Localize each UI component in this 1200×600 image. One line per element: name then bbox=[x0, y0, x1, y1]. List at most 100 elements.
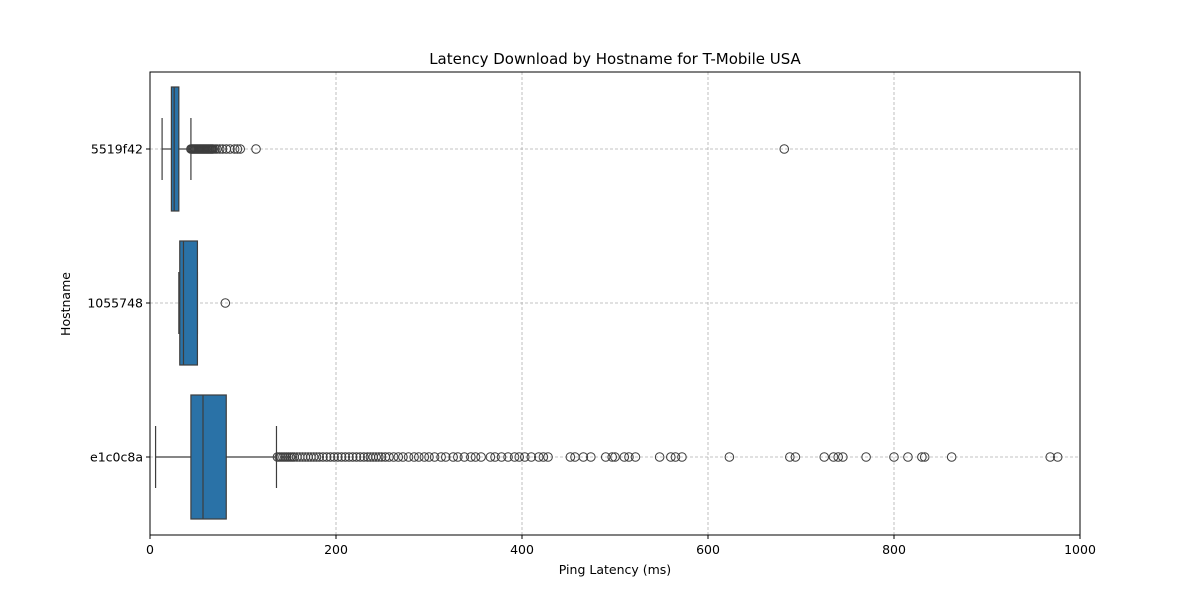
x-tick-label: 800 bbox=[882, 542, 906, 557]
outlier-point bbox=[946, 452, 957, 462]
outlier-point bbox=[586, 452, 596, 462]
y-tick-label: 1055748 bbox=[87, 296, 143, 311]
box-iqr bbox=[190, 394, 227, 520]
outlier-point bbox=[670, 452, 681, 462]
outlier-point bbox=[503, 452, 513, 462]
outlier-point bbox=[666, 452, 676, 462]
outlier-point bbox=[607, 452, 618, 462]
outlier-point bbox=[496, 452, 507, 462]
outlier-point bbox=[225, 144, 235, 154]
outlier-point bbox=[509, 452, 520, 462]
outlier-point bbox=[212, 144, 222, 154]
outlier-point bbox=[359, 452, 369, 462]
x-tick-label: 1000 bbox=[1064, 542, 1096, 557]
box-plots bbox=[154, 86, 1063, 520]
outlier-point bbox=[429, 452, 440, 462]
outlier-point bbox=[413, 452, 424, 462]
outlier-point bbox=[351, 452, 362, 462]
outlier-point bbox=[314, 452, 325, 462]
outlier-point bbox=[336, 452, 347, 462]
outlier-point bbox=[779, 144, 790, 154]
box-1055748 bbox=[178, 240, 231, 366]
outlier-point bbox=[538, 452, 549, 462]
outlier-point bbox=[311, 452, 322, 462]
box-iqr bbox=[179, 240, 199, 366]
outlier-point bbox=[490, 452, 500, 462]
outlier-point bbox=[251, 144, 261, 154]
outlier-point bbox=[217, 144, 228, 154]
outlier-point bbox=[1052, 452, 1063, 462]
outlier-point bbox=[376, 452, 387, 462]
outlier-point bbox=[459, 452, 470, 462]
outlier-point bbox=[785, 452, 795, 462]
outlier-point bbox=[919, 452, 930, 462]
outlier-point bbox=[654, 452, 665, 462]
outlier-point bbox=[630, 452, 641, 462]
x-axis-label: Ping Latency (ms) bbox=[559, 562, 671, 577]
outlier-point bbox=[403, 452, 414, 462]
outlier-point bbox=[373, 452, 384, 462]
outlier-point bbox=[724, 452, 735, 462]
outlier-point bbox=[344, 452, 354, 462]
box-e1c0c8a bbox=[154, 394, 1063, 520]
outlier-point bbox=[838, 452, 848, 462]
outlier-point bbox=[600, 452, 611, 462]
outlier-point bbox=[610, 452, 620, 462]
x-tick-label: 400 bbox=[510, 542, 534, 557]
outlier-point bbox=[340, 452, 351, 462]
y-tick-label: 5519f42 bbox=[91, 142, 143, 157]
outlier-point bbox=[819, 452, 830, 462]
outlier-point bbox=[333, 452, 343, 462]
outlier-point bbox=[790, 452, 801, 462]
outlier-point bbox=[533, 452, 544, 462]
outlier-point bbox=[903, 452, 913, 462]
outlier-point bbox=[470, 452, 481, 462]
outlier-point bbox=[448, 452, 458, 462]
outlier-point bbox=[232, 144, 243, 154]
outlier-point bbox=[828, 452, 839, 462]
outlier-point bbox=[393, 452, 404, 462]
outlier-point bbox=[329, 452, 339, 462]
outlier-point bbox=[220, 298, 231, 308]
y-tick-label: e1c0c8a bbox=[90, 450, 143, 465]
outlier-point bbox=[624, 452, 634, 462]
outlier-point bbox=[677, 452, 687, 462]
outlier-point bbox=[889, 452, 899, 462]
outlier-point bbox=[440, 452, 451, 462]
outlier-point bbox=[321, 452, 332, 462]
outlier-point bbox=[229, 144, 240, 154]
box-5519f42 bbox=[161, 86, 790, 212]
outlier-point bbox=[409, 452, 419, 462]
outlier-point bbox=[619, 452, 630, 462]
outlier-point bbox=[419, 452, 430, 462]
outlier-point bbox=[235, 144, 246, 154]
x-axis-ticks: 0 200 400 600 800 1000 bbox=[146, 535, 1096, 557]
outlier-point bbox=[388, 452, 399, 462]
grid-lines bbox=[150, 72, 1080, 535]
y-axis-ticks: 5519f42 1055748 e1c0c8a bbox=[87, 142, 150, 465]
outlier-point bbox=[514, 452, 525, 462]
x-tick-label: 200 bbox=[324, 542, 348, 557]
outlier-point bbox=[325, 452, 336, 462]
outlier-point bbox=[398, 452, 408, 462]
outlier-point bbox=[578, 452, 589, 462]
x-tick-label: 600 bbox=[696, 542, 720, 557]
outlier-point bbox=[436, 452, 446, 462]
x-tick-label: 0 bbox=[146, 542, 154, 557]
outlier-point bbox=[355, 452, 365, 462]
outlier-point bbox=[453, 452, 463, 462]
outlier-point bbox=[519, 452, 530, 462]
outlier-point bbox=[543, 452, 553, 462]
outlier-point bbox=[318, 452, 328, 462]
outlier-point bbox=[476, 452, 486, 462]
chart-title: Latency Download by Hostname for T-Mobil… bbox=[429, 50, 801, 68]
outlier-point bbox=[526, 452, 537, 462]
outlier-point bbox=[371, 452, 381, 462]
outlier-point bbox=[485, 452, 496, 462]
outlier-point bbox=[833, 452, 844, 462]
outlier-point bbox=[424, 452, 434, 462]
outlier-point bbox=[861, 452, 871, 462]
outlier-point bbox=[565, 452, 576, 462]
outlier-point bbox=[1045, 452, 1056, 462]
